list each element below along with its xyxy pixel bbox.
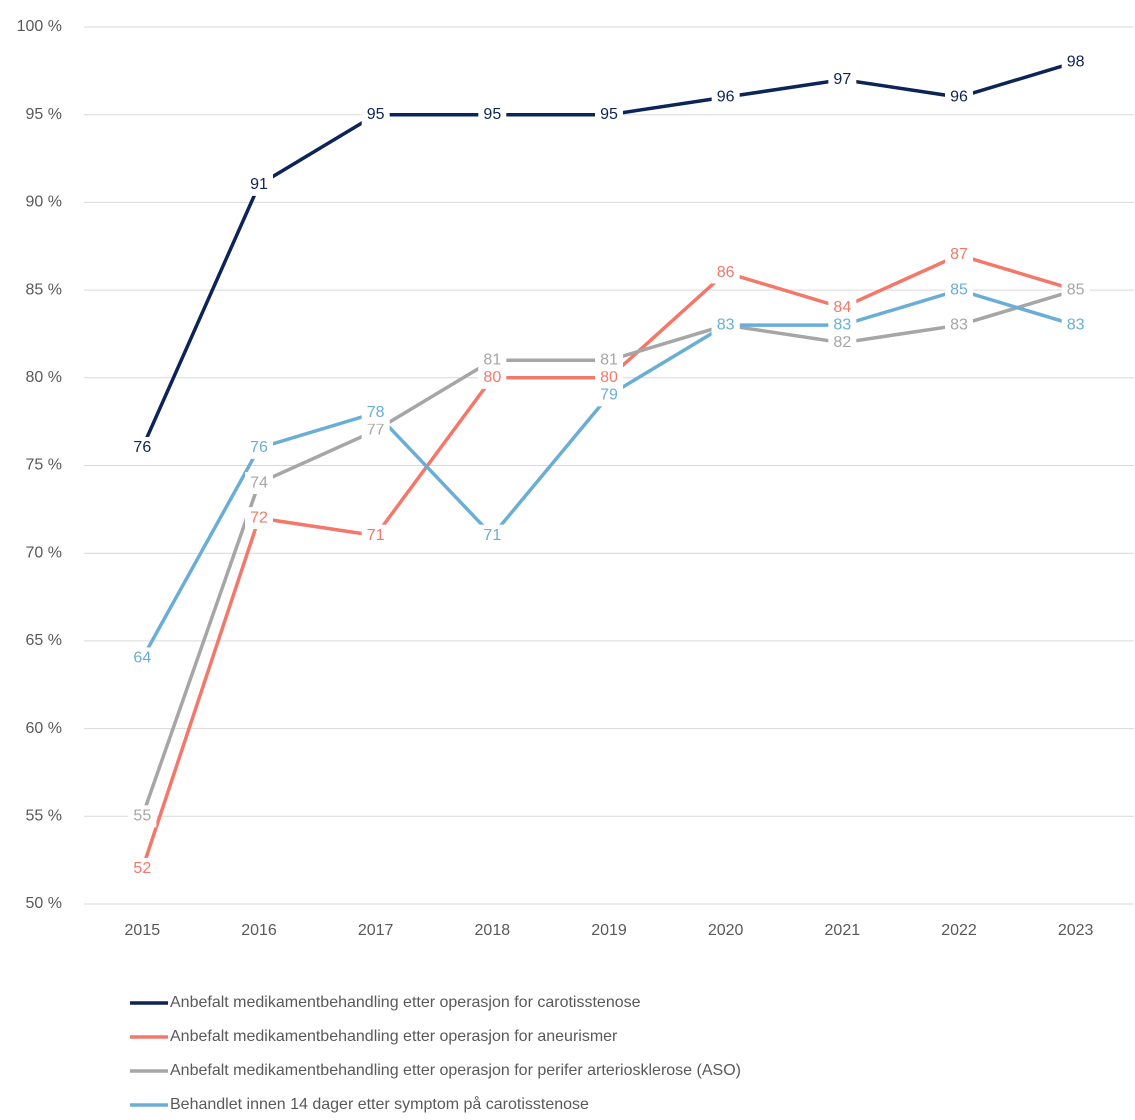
y-tick-label: 90 % <box>26 194 62 211</box>
data-label: 79 <box>600 387 618 404</box>
legend-label: Anbefalt medikamentbehandling etter oper… <box>170 994 641 1011</box>
data-label: 91 <box>250 176 268 193</box>
data-label: 87 <box>950 246 968 263</box>
label-bg <box>595 384 623 407</box>
series-line <box>140 253 1077 870</box>
y-tick-label: 95 % <box>26 106 62 123</box>
label-bg <box>478 366 507 389</box>
data-label: 97 <box>833 71 851 88</box>
data-label: 81 <box>483 351 501 368</box>
label-bg <box>945 86 973 109</box>
label-bg <box>245 436 273 459</box>
data-label: 83 <box>950 316 968 333</box>
label-bg <box>245 507 273 530</box>
label-bg <box>945 279 973 302</box>
label-bg <box>128 647 157 670</box>
data-label: 96 <box>950 88 968 105</box>
label-bg <box>595 366 623 389</box>
label-bg <box>711 86 740 109</box>
data-label: 71 <box>367 527 385 544</box>
x-tick-label: 2023 <box>1058 922 1094 939</box>
label-bg <box>828 68 857 91</box>
legend-label: Behandlet innen 14 dager etter symptom p… <box>170 1095 589 1113</box>
data-label: 85 <box>950 281 968 298</box>
label-bg <box>595 103 623 126</box>
y-tick-label: 100 % <box>17 18 62 35</box>
label-bg <box>828 296 857 319</box>
data-label: 76 <box>250 439 268 456</box>
x-tick-label: 2017 <box>358 922 394 939</box>
label-bg <box>595 349 623 372</box>
data-label: 83 <box>717 316 735 333</box>
y-tick-label: 60 % <box>26 720 62 737</box>
x-tick-label: 2018 <box>475 922 511 939</box>
label-bg <box>361 419 390 442</box>
data-label: 80 <box>483 369 501 386</box>
label-bg <box>1061 314 1090 337</box>
data-label: 82 <box>833 334 851 351</box>
data-label: 95 <box>600 106 618 123</box>
label-bg <box>361 401 390 424</box>
y-tick-label: 65 % <box>26 632 62 649</box>
data-label: 77 <box>367 422 385 439</box>
y-tick-label: 80 % <box>26 369 62 386</box>
label-bg <box>828 314 857 337</box>
label-bg <box>245 472 273 495</box>
label-bg <box>828 331 857 354</box>
data-label: 85 <box>1067 281 1085 298</box>
label-bg <box>711 261 740 284</box>
label-bg <box>128 805 157 828</box>
legend-label: Anbefalt medikamentbehandling etter oper… <box>170 1062 741 1079</box>
x-tick-label: 2022 <box>941 922 977 939</box>
x-tick-label: 2019 <box>591 922 627 939</box>
data-label: 84 <box>833 299 851 316</box>
label-bg <box>478 524 507 547</box>
data-label: 86 <box>717 264 735 281</box>
data-label: 55 <box>133 808 151 825</box>
y-tick-label: 70 % <box>26 544 62 561</box>
data-label: 78 <box>367 404 385 421</box>
data-label: 95 <box>483 106 501 123</box>
data-label: 72 <box>250 509 268 526</box>
data-label: 83 <box>833 316 851 333</box>
label-bg <box>361 524 390 547</box>
label-bg <box>1061 51 1090 74</box>
y-tick-label: 50 % <box>26 895 62 912</box>
label-bg <box>245 173 273 196</box>
data-label: 52 <box>133 860 151 877</box>
data-label: 74 <box>250 474 268 491</box>
label-bg <box>945 314 973 337</box>
data-label: 64 <box>133 650 151 667</box>
label-bg <box>1061 279 1090 302</box>
data-label: 80 <box>600 369 618 386</box>
label-bg <box>945 244 973 267</box>
data-label: 71 <box>483 527 501 544</box>
x-tick-label: 2015 <box>125 922 161 939</box>
x-tick-label: 2016 <box>241 922 277 939</box>
data-label: 96 <box>717 88 735 105</box>
data-label: 83 <box>1067 316 1085 333</box>
label-bg <box>478 103 507 126</box>
x-tick-label: 2021 <box>825 922 861 939</box>
y-tick-label: 55 % <box>26 808 62 825</box>
label-bg <box>478 349 507 372</box>
legend-label: Anbefalt medikamentbehandling etter oper… <box>170 1028 618 1045</box>
y-tick-label: 85 % <box>26 281 62 298</box>
data-label: 98 <box>1067 53 1085 70</box>
label-bg <box>128 436 157 459</box>
label-bg <box>711 314 740 337</box>
data-label: 95 <box>367 106 385 123</box>
data-label: 81 <box>600 351 618 368</box>
data-label: 76 <box>133 439 151 456</box>
label-bg <box>361 103 390 126</box>
y-tick-label: 75 % <box>26 457 62 474</box>
label-bg <box>128 857 157 880</box>
x-tick-label: 2020 <box>708 922 744 939</box>
